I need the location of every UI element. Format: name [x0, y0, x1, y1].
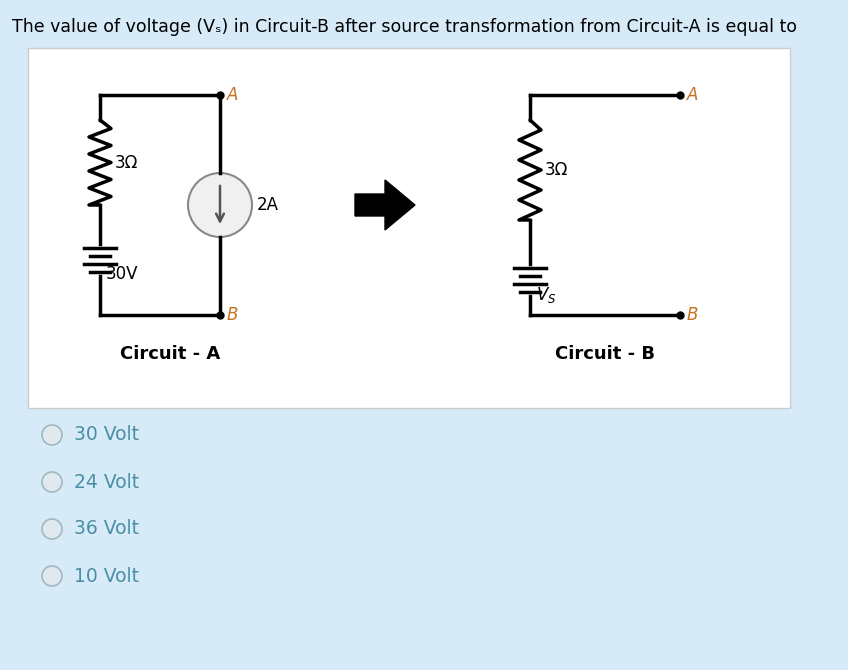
- Text: 3Ω: 3Ω: [115, 153, 138, 172]
- Text: B: B: [227, 306, 238, 324]
- Text: 10 Volt: 10 Volt: [74, 567, 139, 586]
- Text: 24 Volt: 24 Volt: [74, 472, 139, 492]
- Text: A: A: [687, 86, 699, 104]
- Circle shape: [42, 425, 62, 445]
- Text: The value of voltage (Vₛ) in Circuit-B after source transformation from Circuit-: The value of voltage (Vₛ) in Circuit-B a…: [12, 18, 797, 36]
- Text: 2A: 2A: [257, 196, 279, 214]
- Text: Circuit - B: Circuit - B: [555, 345, 655, 363]
- Circle shape: [42, 472, 62, 492]
- Text: 30V: 30V: [106, 265, 138, 283]
- Circle shape: [188, 173, 252, 237]
- Text: A: A: [227, 86, 238, 104]
- Text: 36 Volt: 36 Volt: [74, 519, 139, 539]
- Circle shape: [42, 519, 62, 539]
- Text: B: B: [687, 306, 699, 324]
- Text: Circuit - A: Circuit - A: [120, 345, 220, 363]
- Circle shape: [42, 566, 62, 586]
- Text: 30 Volt: 30 Volt: [74, 425, 139, 444]
- Text: $V_S$: $V_S$: [536, 285, 556, 305]
- Text: 3Ω: 3Ω: [545, 161, 568, 179]
- Polygon shape: [355, 180, 415, 230]
- FancyBboxPatch shape: [28, 48, 790, 408]
